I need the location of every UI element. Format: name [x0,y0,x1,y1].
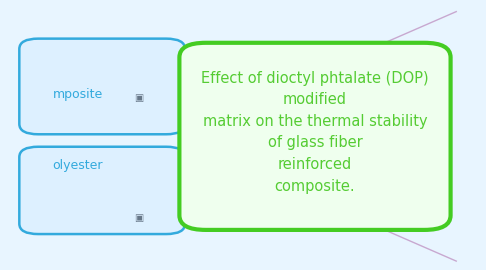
Text: ▣: ▣ [134,93,143,103]
Text: olyester: olyester [52,160,103,173]
FancyBboxPatch shape [19,147,185,234]
Text: Effect of dioctyl phtalate (DOP)
modified
matrix on the thermal stability
of gla: Effect of dioctyl phtalate (DOP) modifie… [201,71,429,194]
Text: mposite: mposite [52,87,103,101]
Text: ▣: ▣ [134,213,143,223]
FancyBboxPatch shape [19,39,185,134]
FancyBboxPatch shape [179,43,451,230]
